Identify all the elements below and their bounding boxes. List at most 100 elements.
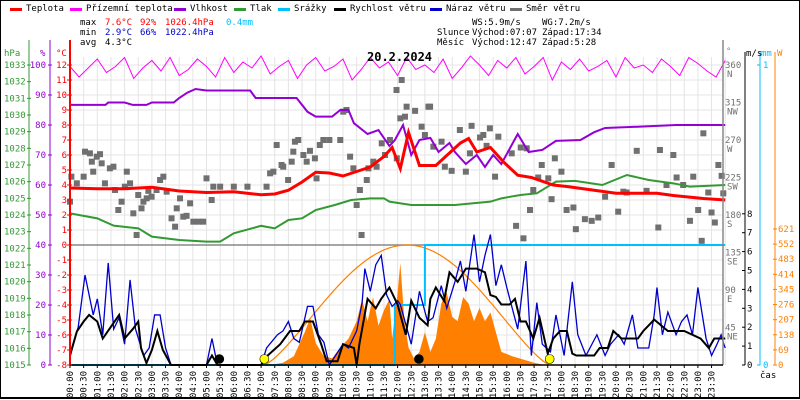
wind-direction-point xyxy=(86,150,93,157)
wind-direction-point xyxy=(130,210,137,217)
wind-direction-point xyxy=(686,217,693,224)
wind-direction-point xyxy=(373,163,380,170)
wind-direction-point xyxy=(483,142,490,149)
wind-direction-point xyxy=(538,162,545,169)
wind-direction-point xyxy=(656,147,663,154)
wind-direction-point xyxy=(300,152,307,159)
wind-direction-point xyxy=(337,137,344,144)
direction-compass-label: S xyxy=(727,220,732,230)
wind-direction-point xyxy=(163,188,170,195)
legend-swatch xyxy=(10,7,22,11)
time-tick-label: 11:00 xyxy=(366,371,376,398)
wind-direction-point xyxy=(608,162,615,169)
wind-tick-label: 7 xyxy=(747,229,752,239)
humidity-tick-label: 100 xyxy=(30,61,46,71)
wind-direction-point xyxy=(195,218,202,225)
wind-gust-line xyxy=(69,234,726,367)
wind-direction-point xyxy=(73,180,80,187)
time-tick-label: 08:30 xyxy=(298,371,308,398)
wind-direction-point xyxy=(326,137,333,144)
wind-direction-point xyxy=(88,158,95,165)
time-tick-label: 01:00 xyxy=(93,371,103,398)
temperature-tick-label: 9 xyxy=(62,106,67,116)
wind-direction-point xyxy=(160,173,167,180)
time-tick-label: 15:00 xyxy=(476,371,486,398)
wind-direction-point xyxy=(110,163,117,170)
wind-direction-point xyxy=(468,122,475,129)
direction-compass-label: SW xyxy=(727,183,738,193)
time-tick-label: 22:00 xyxy=(667,371,677,398)
legend-item-wind-direction: Směr větru xyxy=(510,3,580,15)
pressure-unit-label: hPa xyxy=(4,49,20,59)
wind-direction-point xyxy=(456,127,463,134)
wind-direction-point xyxy=(356,187,363,194)
time-tick-label: 03:00 xyxy=(148,371,158,398)
time-tick-label: 09:30 xyxy=(325,371,335,398)
pressure-tick-label: 1018 xyxy=(4,311,26,321)
legend-item-humidity: Vlhkost xyxy=(174,3,228,15)
wind-direction-point xyxy=(90,168,97,175)
wind-direction-point xyxy=(718,172,725,179)
wind-direction-point xyxy=(551,155,558,162)
temperature-tick-label: 5 xyxy=(62,166,67,176)
time-tick-label: 03:30 xyxy=(162,371,172,398)
temperature-tick-label: -7 xyxy=(56,346,67,356)
wind-direction-point xyxy=(140,198,147,205)
solar-radiation-area xyxy=(269,262,546,365)
wind-tick-label: 4 xyxy=(747,285,752,295)
wind-direction-point xyxy=(615,208,622,215)
time-tick-label: 02:00 xyxy=(121,371,131,398)
legend-label: Vlhkost xyxy=(190,4,228,14)
wind-direction-point xyxy=(340,108,347,115)
stats-max-pressure: 1026.4hPa xyxy=(165,18,214,28)
time-tick-label: 02:30 xyxy=(134,371,144,398)
wind-direction-point xyxy=(311,155,318,162)
wind-direction-point xyxy=(403,103,410,110)
pressure-tick-label: 1029 xyxy=(4,128,26,138)
time-tick-label: 13:00 xyxy=(421,371,431,398)
time-tick-label: 10:00 xyxy=(339,371,349,398)
time-tick-label: 05:00 xyxy=(203,371,213,398)
wind-direction-point xyxy=(700,130,707,137)
wind-direction-point xyxy=(462,168,469,175)
direction-compass-label: N xyxy=(727,70,732,80)
wind-direction-point xyxy=(183,212,190,219)
wind-direction-point xyxy=(480,132,487,139)
wind-tick-label: 0 xyxy=(747,361,752,371)
wind-direction-point xyxy=(208,197,215,204)
temperature-tick-label: 3 xyxy=(62,196,67,206)
wind-direction-point xyxy=(378,140,385,147)
moon-label: Měsíc xyxy=(437,38,465,48)
wind-direction-point xyxy=(655,224,662,231)
wind-direction-point xyxy=(520,235,527,242)
apparent-temperature-line xyxy=(69,55,726,82)
pressure-tick-label: 1024 xyxy=(4,211,26,221)
wind-direction-point xyxy=(153,187,160,194)
moonrise-time: Východ:12:47 xyxy=(472,38,538,48)
pressure-tick-label: 1025 xyxy=(4,194,26,204)
wind-unit-label: m/s xyxy=(746,49,762,59)
time-tick-label: 18:30 xyxy=(571,371,581,398)
direction-tick-label: 135 xyxy=(725,249,741,259)
wind-direction-point xyxy=(527,207,534,214)
time-tick-label: 04:00 xyxy=(175,371,185,398)
time-tick-label: 22:30 xyxy=(680,371,690,398)
wind-direction-point xyxy=(101,180,108,187)
stats-max-temp: 7.6°C xyxy=(105,18,133,28)
temperature-tick-label: -5 xyxy=(56,316,67,326)
legend-item-pressure: Tlak xyxy=(234,3,272,15)
sunset-marker xyxy=(544,354,555,364)
wind-direction-point xyxy=(82,148,89,155)
wind-direction-point xyxy=(173,205,180,212)
wind-direction-point xyxy=(127,180,134,187)
wind-direction-point xyxy=(118,198,125,205)
humidity-tick-label: 60 xyxy=(35,181,46,191)
rain-unit-label: mm xyxy=(761,49,772,59)
stats-avg-temp: 4.3°C xyxy=(105,38,133,48)
legend-swatch xyxy=(174,7,186,11)
wind-direction-point xyxy=(708,209,715,216)
wind-direction-point xyxy=(398,77,405,84)
direction-tick-label: 225 xyxy=(725,174,741,184)
time-tick-label: 15:30 xyxy=(489,371,499,398)
